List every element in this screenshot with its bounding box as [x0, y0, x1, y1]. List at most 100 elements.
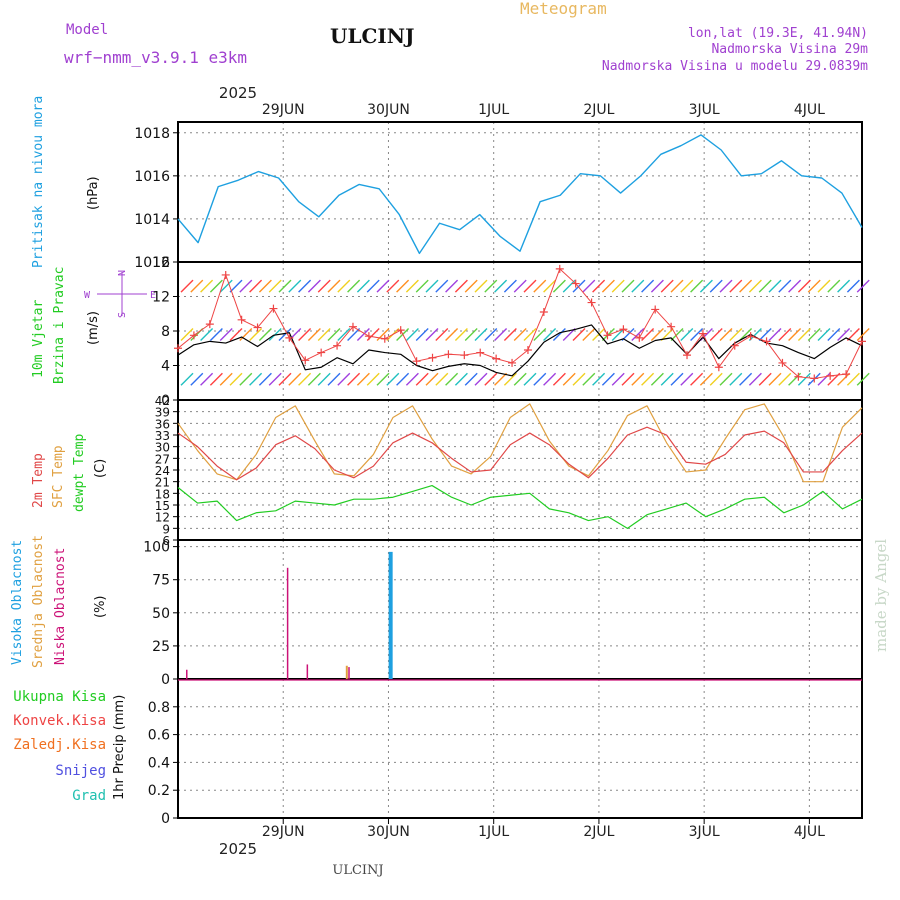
wind-arrow — [562, 279, 576, 293]
wind-arrow — [307, 372, 321, 386]
wind-arrow — [464, 372, 478, 386]
wind-arrow — [719, 372, 733, 386]
x-tick-label-top: 30JUN — [367, 102, 410, 118]
x-tick-label-top: 1JUL — [478, 102, 509, 118]
wind-gust-line-point — [730, 341, 739, 350]
lonlat-label: lon,lat (19.3E, 41.94N) — [688, 26, 868, 41]
wind-arrow — [680, 279, 694, 293]
wind-arrow — [611, 327, 625, 341]
y-tick-label: 1016 — [134, 169, 170, 185]
legend-total-rain: Ukupna Kisa — [13, 689, 106, 705]
wind-arrow — [258, 372, 272, 386]
wind-arrow — [807, 327, 821, 341]
wind-arrow — [543, 327, 557, 341]
wind-arrow — [337, 327, 351, 341]
wind-gust-line-point — [858, 337, 866, 346]
wind-arrow — [837, 372, 851, 386]
wind-arrow — [729, 279, 743, 293]
wind-arrow — [249, 372, 263, 386]
wind-gust-line-point — [635, 333, 644, 342]
wind-arrow — [347, 279, 361, 293]
wind-arrow — [846, 279, 860, 293]
wind-gust-line-point — [476, 348, 485, 357]
wind-gust-line-point — [778, 358, 787, 367]
y-tick-label: 50 — [152, 606, 170, 622]
wind-gust-line-point — [237, 315, 246, 324]
y-tick-label: 0.2 — [148, 783, 170, 799]
wind-arrow — [405, 372, 419, 386]
wind-arrow — [268, 372, 282, 386]
y-tick-label: 9 — [162, 522, 170, 536]
wind-arrow — [464, 327, 478, 341]
y-tick-label: 8 — [161, 324, 170, 340]
wind-arrow — [200, 372, 214, 386]
wind-arrow — [494, 279, 508, 293]
wind-arrow — [425, 279, 439, 293]
wind-arrow — [768, 372, 782, 386]
wind-arrow — [356, 372, 370, 386]
wind-arrow — [464, 279, 478, 293]
y-tick-label: 42 — [155, 394, 170, 408]
precip-unit: 1hr Precip (mm) — [112, 695, 127, 800]
wind-arrow — [454, 279, 468, 293]
cloud-unit: (%) — [93, 596, 108, 619]
x-tick-label-bottom: 1JUL — [478, 824, 509, 840]
wind-gust-line-point — [714, 363, 723, 372]
wind-arrow — [543, 372, 557, 386]
wind-arrow — [846, 327, 860, 341]
wind-gust-line-point — [317, 348, 326, 357]
x-tick-label-bottom: 4JUL — [794, 824, 825, 840]
wind-arrow — [376, 372, 390, 386]
wind-arrow — [611, 372, 625, 386]
wind-arrow — [837, 327, 851, 341]
wind-arrow — [219, 372, 233, 386]
credit-label: made by Angel — [872, 539, 890, 652]
wind-arrow — [729, 327, 743, 341]
wind-arrow — [601, 372, 615, 386]
wind-gust-line-point — [619, 325, 628, 334]
wind-arrow — [631, 372, 645, 386]
wind-arrow — [278, 279, 292, 293]
wind-arrow — [366, 279, 380, 293]
wind-arrow — [592, 327, 606, 341]
y-tick-label: 16 — [152, 255, 170, 271]
wind-arrow — [768, 279, 782, 293]
wind-arrow — [631, 279, 645, 293]
y-tick-label: 12 — [155, 511, 170, 525]
wind-gust-line-point — [269, 304, 278, 313]
compass-rose: N S W E — [84, 270, 156, 318]
wind-arrow — [298, 327, 312, 341]
wind-arrow — [425, 372, 439, 386]
pressure-title: Pritisak na nivou mora — [31, 96, 46, 268]
wind-arrow — [641, 279, 655, 293]
x-tick-label-top: 2JUL — [583, 102, 614, 118]
wind-arrow — [356, 279, 370, 293]
wind-gust-line-point — [174, 344, 182, 353]
wind-arrow — [552, 372, 566, 386]
wind-gust-line-point — [444, 350, 453, 359]
wind-arrow — [307, 279, 321, 293]
wind-arrow — [650, 327, 664, 341]
wind-gust-line-point — [603, 331, 612, 340]
wind-arrow — [817, 327, 831, 341]
wind-gust-line-point — [651, 305, 660, 314]
wind-arrow — [190, 279, 204, 293]
legend-hail: Grad — [72, 788, 106, 804]
wind-arrow — [699, 372, 713, 386]
wind-arrow — [748, 279, 762, 293]
sfctemp-title: SFC Temp — [51, 445, 66, 508]
wind-arrow — [856, 372, 870, 386]
dewpt-title: dewpt Temp — [72, 434, 87, 512]
y-tick-label: 25 — [152, 639, 170, 655]
wind-gust-line-point — [810, 374, 819, 383]
wind-arrow — [631, 327, 645, 341]
wind-arrow — [523, 372, 537, 386]
wind-arrow — [180, 372, 194, 386]
wind-arrow — [288, 372, 302, 386]
wind-gust-line-point — [571, 279, 580, 288]
wind-unit: (m/s) — [86, 311, 101, 345]
wind-arrow — [180, 327, 194, 341]
elevation-label: Nadmorska Visina 29m — [711, 42, 868, 57]
wind-arrow — [298, 372, 312, 386]
